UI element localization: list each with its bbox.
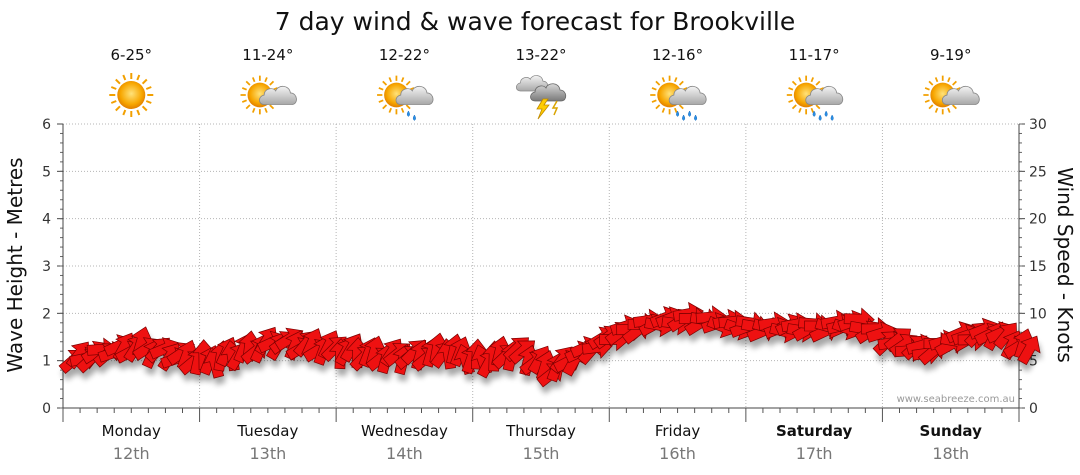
y-right-axis-label: Wind Speed - Knots (1053, 167, 1077, 363)
date-label: 12th (113, 444, 150, 463)
sun-rain-icon (785, 74, 844, 121)
date-label: 13th (249, 444, 286, 463)
temperature-label: 6-25° (111, 46, 153, 64)
date-label: 16th (659, 444, 696, 463)
y-right-tick-label: 15 (1029, 259, 1047, 275)
y-right-tick-label: 0 (1029, 401, 1038, 417)
y-right-tick-label: 20 (1029, 212, 1047, 228)
date-label: 17th (796, 444, 833, 463)
chart-title: 7 day wind & wave forecast for Brookvill… (275, 7, 796, 36)
day-label: Sunday (920, 422, 983, 440)
y-left-tick-label: 2 (42, 306, 51, 322)
temperature-label: 13-22° (515, 46, 566, 64)
day-labels: Monday 12th Tuesday 13th Wednesday 14th Thursd… (102, 422, 982, 463)
weather-icons (108, 72, 980, 121)
temperature-label: 11-17° (789, 46, 840, 64)
y-right-tick-label: 10 (1029, 306, 1047, 322)
temperature-labels: 6-25° 11-24° 12-22° 13-22° 12-16° 11-17° 9-19° (111, 46, 972, 64)
thunderstorm-icon (515, 75, 567, 120)
y-left-axis-label: Wave Height - Metres (3, 157, 27, 372)
credit-text: www.seabreeze.com.au (897, 394, 1015, 405)
partly-cloudy-icon (922, 74, 980, 116)
y-left-tick-label: 4 (42, 212, 51, 228)
y-left-tick-label: 3 (42, 259, 51, 275)
y-left-tick-label: 5 (42, 164, 51, 180)
day-label: Wednesday (361, 422, 448, 440)
axes: 0 1 2 3 4 5 6 0 5 10 15 20 25 30 (42, 117, 1047, 422)
y-right-tick-label: 25 (1029, 164, 1047, 180)
wind-arrows (58, 301, 1041, 388)
day-label: Monday (102, 422, 161, 440)
y-left-tick-label: 0 (42, 401, 51, 417)
sun-rain-icon (649, 74, 707, 121)
day-label: Thursday (505, 422, 576, 440)
date-label: 15th (523, 444, 560, 463)
y-left-tick-label: 1 (42, 354, 51, 370)
partly-cloudy-icon (239, 74, 297, 116)
temperature-label: 9-19° (930, 46, 972, 64)
y-left-tick-label: 6 (42, 117, 51, 133)
y-right-tick-label: 30 (1029, 117, 1047, 133)
day-label: Saturday (776, 422, 853, 440)
sunny-icon (108, 72, 155, 118)
temperature-label: 11-24° (242, 46, 293, 64)
temperature-label: 12-22° (379, 46, 430, 64)
day-label: Friday (655, 422, 701, 440)
sun-shower-icon (376, 74, 434, 121)
temperature-label: 12-16° (652, 46, 703, 64)
date-label: 18th (932, 444, 969, 463)
y-right-tick-label: 5 (1029, 354, 1038, 370)
day-label: Tuesday (236, 422, 298, 440)
date-label: 14th (386, 444, 423, 463)
wind-arrow (993, 322, 1018, 351)
wind-arrow (1017, 335, 1041, 366)
